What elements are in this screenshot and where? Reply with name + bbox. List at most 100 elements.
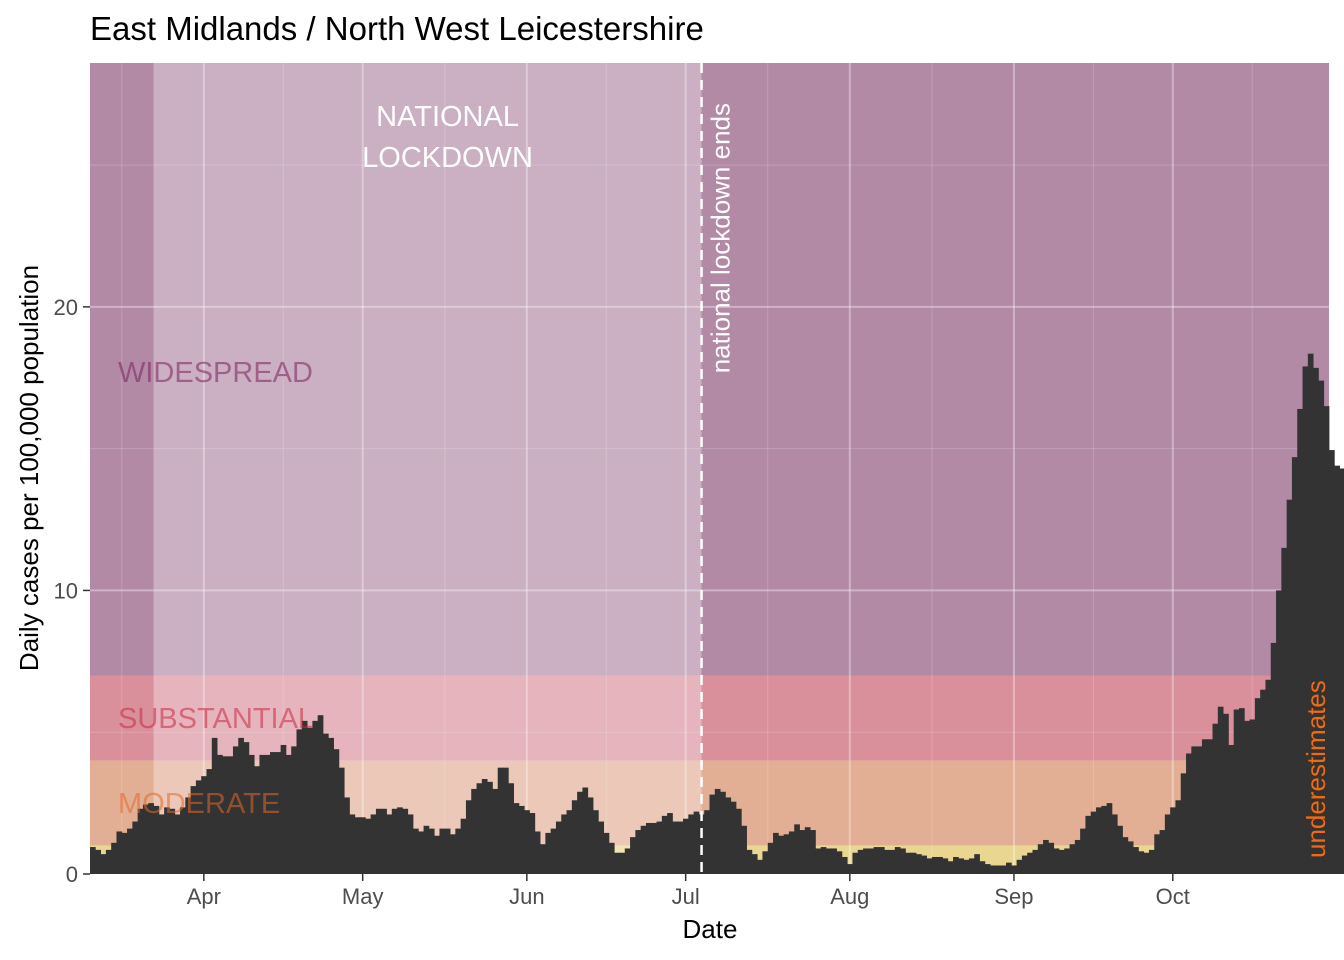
bar: [926, 858, 933, 874]
bar: [767, 842, 774, 874]
bar: [593, 810, 599, 874]
bar: [810, 830, 816, 874]
bar: [1106, 803, 1113, 874]
bar: [1196, 746, 1203, 874]
bar: [503, 767, 509, 874]
bar: [121, 832, 128, 874]
bar: [582, 787, 589, 874]
bar: [375, 808, 382, 874]
bar: [270, 752, 276, 874]
bar: [434, 835, 440, 874]
bar: [714, 788, 721, 874]
bar: [264, 754, 271, 874]
bar: [762, 851, 769, 874]
bar: [1006, 862, 1012, 874]
bar: [412, 828, 419, 874]
bar: [614, 852, 620, 874]
bar: [1032, 849, 1039, 874]
bar: [1085, 815, 1092, 874]
x-tick-label: Sep: [994, 884, 1033, 909]
zone-label-moderate: MODERATE: [118, 788, 280, 820]
bar: [1021, 855, 1028, 874]
bar: [698, 814, 705, 874]
bar: [1127, 841, 1134, 874]
bar: [1143, 852, 1150, 874]
bar: [1233, 709, 1240, 874]
bar: [232, 746, 239, 874]
bar: [1117, 825, 1123, 874]
bar: [217, 754, 223, 874]
bar: [338, 767, 345, 874]
bar: [1133, 847, 1139, 874]
bar: [1329, 450, 1335, 874]
bar: [211, 737, 218, 874]
bar: [105, 849, 112, 874]
bar: [465, 800, 472, 874]
bar: [1074, 839, 1081, 874]
bar: [1244, 720, 1250, 874]
bar: [540, 844, 546, 874]
bar: [1334, 465, 1340, 874]
bar: [990, 865, 996, 874]
bar: [180, 807, 186, 874]
bar: [206, 769, 213, 874]
bar: [804, 827, 811, 874]
bar: [259, 754, 266, 874]
bar: [645, 822, 652, 874]
zone-labels: WIDESPREAD SUBSTANTIAL MODERATE: [118, 357, 314, 820]
y-tick-label: 0: [66, 862, 78, 887]
bar: [1281, 547, 1288, 874]
bar: [1323, 406, 1330, 874]
bar: [905, 852, 912, 874]
bar: [328, 737, 334, 874]
bar: [497, 767, 504, 874]
bar: [508, 783, 514, 874]
bar: [656, 821, 663, 874]
bar: [672, 821, 679, 874]
bar: [354, 817, 361, 874]
bar: [1260, 689, 1266, 874]
bar: [301, 720, 308, 874]
bar: [513, 803, 520, 874]
bar: [1164, 814, 1171, 874]
bar: [894, 847, 901, 874]
bar: [1170, 807, 1176, 874]
bar: [418, 831, 424, 874]
bar: [307, 727, 313, 874]
lockdown-shade: [153, 63, 702, 874]
bar: [227, 756, 234, 874]
bar: [735, 808, 742, 874]
bar: [550, 828, 557, 874]
bar: [730, 801, 737, 874]
bar: [481, 779, 488, 874]
bar: [640, 825, 647, 874]
bar: [127, 828, 133, 874]
bar: [635, 830, 642, 874]
bar: [148, 803, 154, 874]
bar: [773, 832, 779, 874]
bar: [857, 849, 864, 874]
bar: [1138, 851, 1145, 874]
bar: [471, 788, 477, 874]
bar: [1302, 366, 1309, 874]
bar: [624, 848, 631, 874]
bar: [153, 805, 160, 874]
bar: [720, 791, 726, 874]
lockdown-end-label: national lockdown ends: [706, 103, 736, 373]
bar: [190, 786, 197, 874]
bar: [916, 854, 922, 874]
bar: [651, 822, 657, 874]
bar: [1053, 848, 1060, 874]
bar: [963, 859, 970, 874]
bar: [1286, 499, 1293, 874]
bar: [1254, 698, 1261, 874]
x-tick-label: May: [342, 884, 384, 909]
bar: [704, 810, 710, 874]
bar: [555, 821, 562, 874]
bar: [741, 825, 747, 874]
bar: [1307, 353, 1314, 874]
bar: [931, 856, 938, 874]
bar: [1339, 468, 1344, 874]
bar: [349, 814, 356, 874]
